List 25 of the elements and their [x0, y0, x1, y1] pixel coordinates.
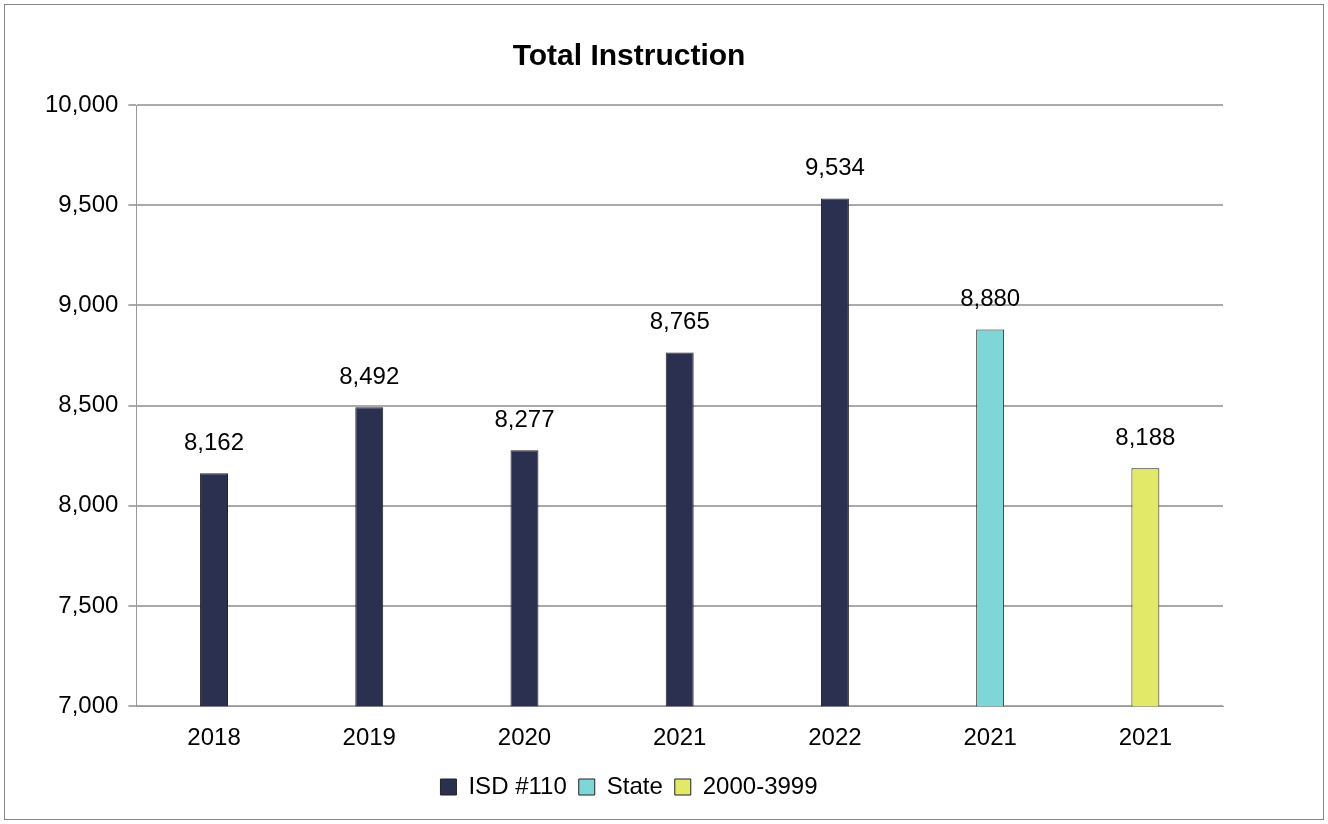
- data-label: 8,188: [1115, 422, 1176, 450]
- chart-title: Total Instruction: [512, 38, 746, 72]
- x-tick-label: 2020: [497, 723, 552, 751]
- data-label: 9,534: [804, 153, 865, 181]
- x-tick-label: 2021: [963, 723, 1017, 751]
- legend-label: ISD #110: [468, 771, 567, 799]
- y-tick-label: 7,500: [58, 590, 119, 618]
- data-label: 8,162: [183, 427, 245, 455]
- x-tick-label: 2021: [653, 723, 707, 751]
- y-tick-label: 9,000: [58, 290, 119, 318]
- y-tick-label: 7,000: [58, 690, 119, 718]
- x-tick-label: 2022: [808, 723, 862, 751]
- data-label: 8,277: [494, 404, 555, 432]
- y-tick-label: 9,500: [58, 189, 119, 217]
- data-label: 8,492: [339, 361, 400, 389]
- x-tick-label: 2018: [187, 723, 241, 751]
- data-label: 8,880: [960, 284, 1021, 312]
- y-tick-label: 8,000: [58, 490, 119, 518]
- legend-label: State: [606, 771, 663, 799]
- x-tick-label: 2019: [342, 723, 396, 751]
- data-label: 8,765: [649, 307, 710, 335]
- y-tick-label: 10,000: [45, 89, 119, 117]
- x-tick-label: 2021: [1118, 723, 1173, 751]
- legend-label: 2000-3999: [702, 771, 818, 799]
- y-tick-label: 8,500: [58, 390, 119, 418]
